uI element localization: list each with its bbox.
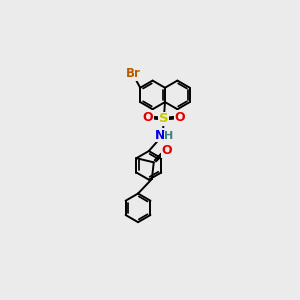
Text: H: H [164,131,173,142]
Text: S: S [159,112,169,125]
Text: Br: Br [126,67,141,80]
Text: O: O [161,144,172,157]
Text: O: O [143,111,153,124]
Text: O: O [174,111,185,124]
Text: N: N [155,129,166,142]
